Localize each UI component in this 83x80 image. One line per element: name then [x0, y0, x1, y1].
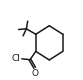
Text: O: O	[31, 69, 38, 78]
Text: Cl: Cl	[11, 54, 20, 63]
